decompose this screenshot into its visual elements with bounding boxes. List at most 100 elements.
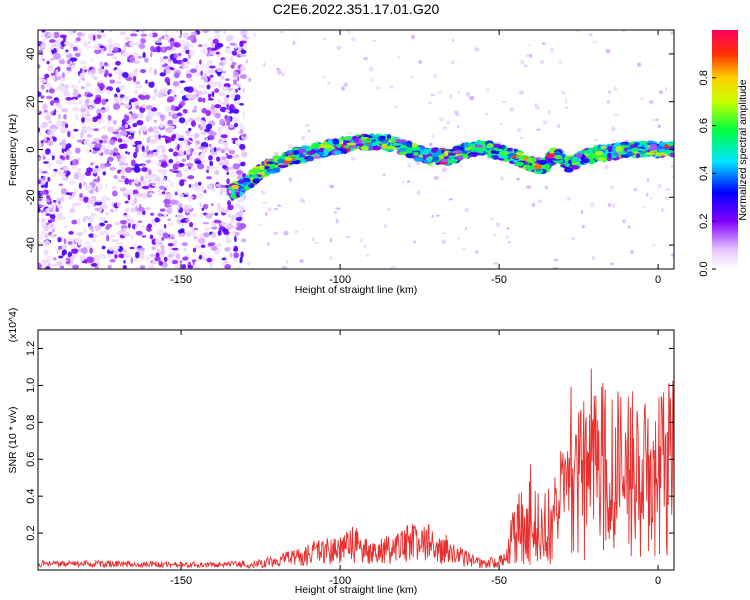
heatmap-cell — [107, 264, 112, 269]
heatmap-cell — [274, 207, 279, 211]
heatmap-cell — [83, 41, 88, 48]
heatmap-cell — [59, 265, 65, 269]
heatmap-cell — [87, 199, 95, 204]
heatmap-cell — [237, 199, 245, 202]
heatmap-cell — [178, 35, 182, 39]
heatmap-cell — [91, 236, 97, 243]
heatmap-cell — [205, 213, 213, 219]
heatmap-cell — [61, 217, 66, 220]
heatmap-cell — [45, 148, 51, 155]
heatmap-cell — [191, 183, 196, 190]
heatmap-cell — [140, 33, 147, 37]
heatmap-cell — [151, 32, 158, 38]
heatmap-cell — [241, 211, 244, 217]
heatmap-cell — [223, 96, 230, 103]
heatmap-cell — [129, 56, 136, 63]
heatmap-cell — [135, 146, 139, 154]
heatmap-cell — [67, 59, 71, 65]
heatmap-cell — [98, 68, 104, 75]
heatmap-cell — [38, 91, 42, 97]
heatmap-cell — [88, 106, 93, 111]
heatmap-cell — [46, 95, 53, 100]
heatmap-cell — [60, 188, 67, 195]
heatmap-cell — [136, 222, 140, 227]
heatmap-cell — [39, 181, 45, 185]
heatmap-cell — [361, 139, 372, 144]
heatmap-cell — [62, 144, 66, 150]
heatmap-cell — [406, 180, 410, 183]
heatmap-cell — [156, 249, 161, 254]
heatmap-cell — [167, 96, 175, 103]
heatmap-cell — [40, 42, 47, 49]
heatmap-cell — [112, 152, 117, 157]
heatmap-cell — [102, 171, 107, 176]
heatmap-cell — [219, 75, 225, 80]
heatmap-cell — [163, 213, 168, 218]
heatmap-cell — [542, 164, 551, 170]
heatmap-cell — [277, 69, 282, 75]
heatmap-cell — [117, 75, 122, 81]
y-tick-label: 0.6 — [25, 452, 37, 467]
heatmap-cell — [194, 182, 198, 187]
heatmap-cell — [60, 259, 68, 262]
heatmap-cell — [112, 120, 117, 125]
heatmap-cell — [281, 72, 285, 77]
heatmap-cell — [215, 51, 220, 55]
heatmap-cell — [93, 44, 100, 51]
heatmap-cell — [157, 179, 161, 187]
heatmap-cell — [277, 158, 285, 165]
heatmap-cell — [633, 188, 637, 192]
heatmap-cell — [78, 48, 81, 53]
heatmap-cell — [67, 241, 73, 245]
heatmap-cell — [118, 179, 125, 183]
heatmap-cell — [103, 33, 106, 38]
heatmap-cell — [360, 145, 369, 151]
heatmap-cell — [148, 81, 155, 88]
heatmap-cell — [132, 51, 139, 58]
heatmap-cell — [244, 36, 250, 40]
heatmap-cell — [38, 142, 42, 149]
heatmap-cell — [216, 67, 224, 73]
heatmap-cell — [146, 145, 149, 152]
heatmap-cell — [195, 64, 199, 70]
heatmap-cell — [220, 134, 228, 139]
colorbar-tick-label: 0.6 — [698, 118, 710, 133]
heatmap-cell — [561, 91, 566, 95]
heatmap-cell — [60, 126, 67, 134]
heatmap-cell — [171, 259, 179, 265]
heatmap-cell — [152, 126, 160, 130]
heatmap-cell — [240, 65, 246, 72]
heatmap-cell — [149, 253, 156, 258]
heatmap-cell — [199, 107, 203, 111]
heatmap-cell — [161, 262, 168, 269]
heatmap-cell — [144, 57, 149, 63]
heatmap-cell — [659, 90, 663, 95]
heatmap-cell — [161, 161, 168, 168]
heatmap-cell — [157, 228, 164, 236]
heatmap-cell — [50, 100, 54, 106]
heatmap-cell — [299, 198, 304, 203]
heatmap-cell — [56, 212, 64, 219]
heatmap-cell — [49, 223, 55, 228]
heatmap-cell — [669, 31, 674, 35]
heatmap-cell — [93, 128, 99, 132]
heatmap-cell — [178, 163, 185, 167]
heatmap-cell — [398, 151, 408, 155]
heatmap-cell — [89, 247, 93, 254]
heatmap-cell — [68, 195, 73, 200]
heatmap-cell — [94, 201, 103, 206]
heatmap-cell — [607, 148, 613, 153]
heatmap-cell — [432, 157, 439, 162]
heatmap-cell — [154, 237, 163, 245]
heatmap-cell — [486, 87, 490, 92]
heatmap-cell — [91, 141, 98, 144]
heatmap-cell — [61, 72, 65, 79]
heatmap-cell — [88, 225, 94, 231]
heatmap-cell — [46, 60, 50, 65]
heatmap-cell — [311, 237, 316, 242]
heatmap-cell — [49, 214, 56, 219]
heatmap-cell — [186, 35, 194, 41]
heatmap-cell — [452, 39, 455, 42]
heatmap-cell — [178, 150, 184, 156]
heatmap-cell — [314, 241, 319, 244]
